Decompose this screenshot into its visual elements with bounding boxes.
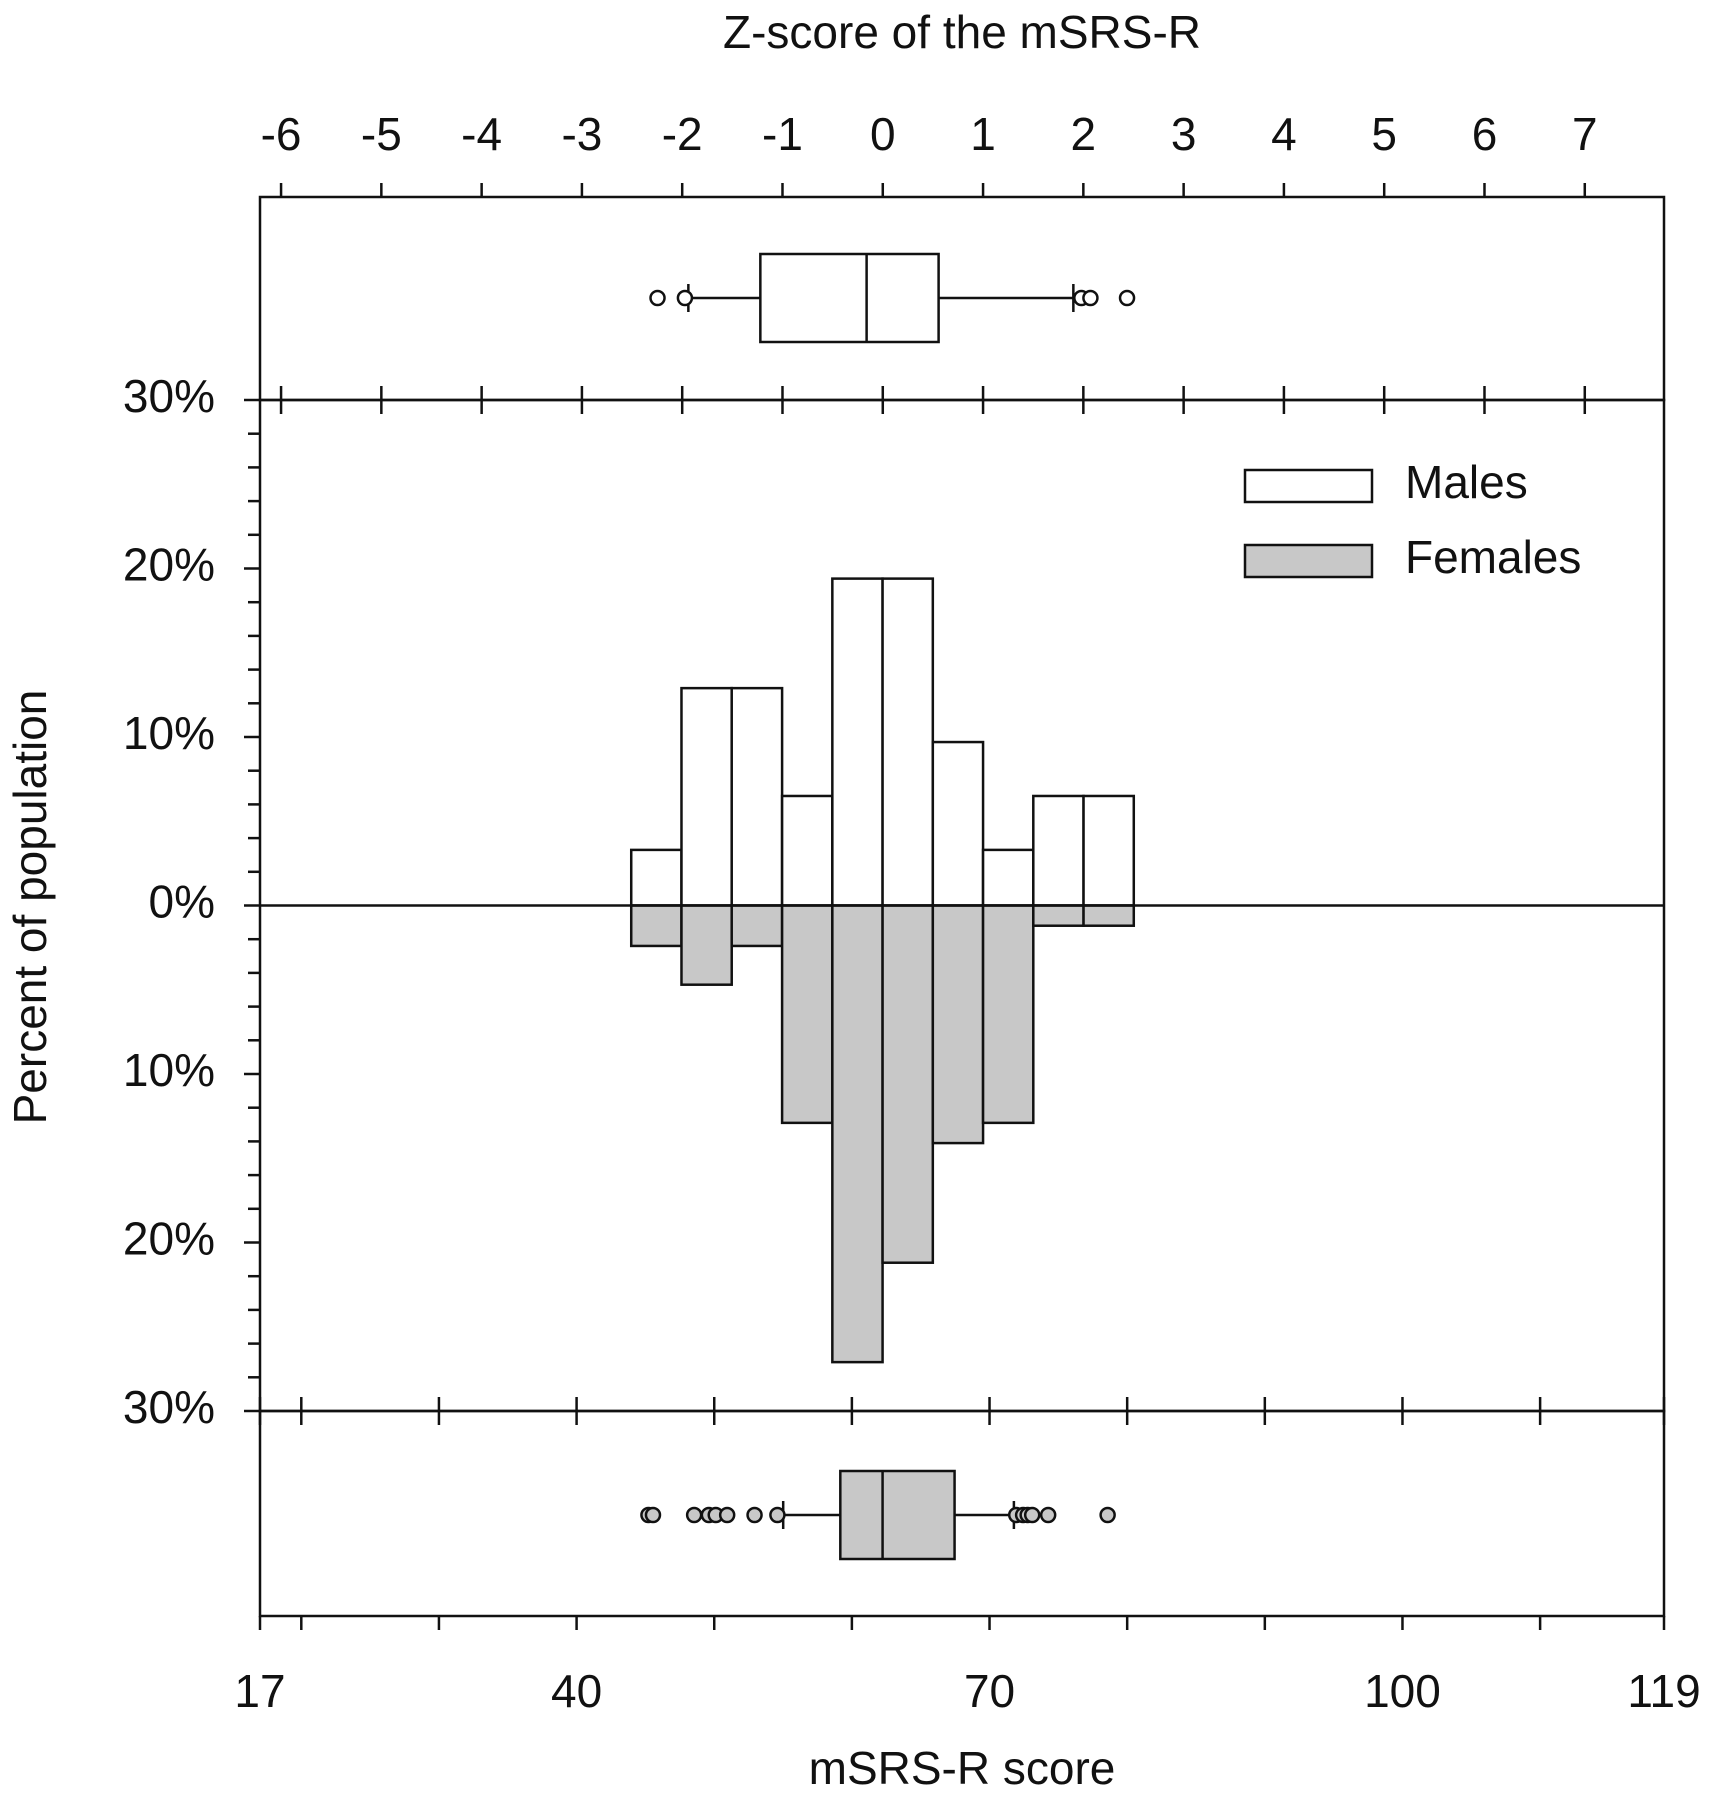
x2-tick-label: 2 [1071,108,1097,160]
legend-label: Females [1405,531,1581,583]
bar [1082,794,1136,907]
bar [881,904,935,1264]
outlier [1023,1506,1041,1524]
bar [680,904,733,986]
x2-tick-label: 3 [1171,108,1197,160]
bar [1032,904,1085,927]
x-tick-label: 100 [1364,1665,1441,1717]
bar [629,848,683,907]
x2-tick-label: -2 [662,108,703,160]
x2-tick-label: -5 [361,108,402,160]
bottom-panel [258,1409,1666,1618]
bar [981,848,1035,907]
x2-tick-label: -1 [762,108,803,160]
y-tick-label: 10% [123,1044,215,1096]
y-tick-label: 30% [123,370,215,422]
x-tick-label: 70 [964,1665,1015,1717]
outlier [1082,289,1099,307]
y-tick-label: 0% [149,876,215,928]
legend-swatch [1243,468,1374,504]
x-tick-label: 40 [551,1665,602,1717]
x2-axis-title: Z-score of the mSRS-R [723,6,1201,58]
y-tick-label: 20% [123,1213,215,1265]
box [839,1469,956,1561]
x2-tick-label: -4 [461,108,502,160]
outlier [718,1506,736,1524]
x2-tick-label: 5 [1371,108,1397,160]
bar [629,904,683,948]
x2-tick-label: 6 [1472,108,1498,160]
x-tick-label: 119 [1627,1665,1700,1717]
outlier [644,1506,662,1524]
x-tick-label: 17 [234,1665,285,1717]
bar [680,686,733,907]
bar [931,904,985,1145]
bar [881,577,935,907]
outlier [676,289,694,307]
x2-tick-label: -6 [261,108,302,160]
y-tick-label: 20% [123,539,215,591]
bar [780,904,834,1125]
outlier [769,1506,786,1524]
outlier [1118,289,1136,307]
y-tick-label: 10% [123,707,215,759]
x2-tick-label: -3 [561,108,602,160]
x2-tick-label: 4 [1271,108,1297,160]
outlier [746,1506,763,1524]
bar [981,904,1035,1125]
bar [730,686,784,907]
y-axis-title: Percent of population [4,690,56,1125]
x2-tick-label: 7 [1572,108,1598,160]
legend-label: Males [1405,456,1528,508]
legend-swatch [1243,543,1374,579]
box [759,252,940,344]
bar [780,794,834,907]
x2-tick-label: 1 [970,108,996,160]
bar [730,904,784,948]
outlier [649,289,666,307]
x-axis-title: mSRS-R score [809,1742,1116,1794]
outlier [1099,1506,1116,1524]
bar [1032,794,1085,907]
bar [831,577,884,907]
x2-tick-label: 0 [870,108,896,160]
outlier [685,1506,703,1524]
y-tick-label: 30% [123,1381,215,1433]
bar [931,740,985,907]
bar [831,904,884,1364]
outlier [1039,1506,1057,1524]
bar [1082,904,1136,927]
